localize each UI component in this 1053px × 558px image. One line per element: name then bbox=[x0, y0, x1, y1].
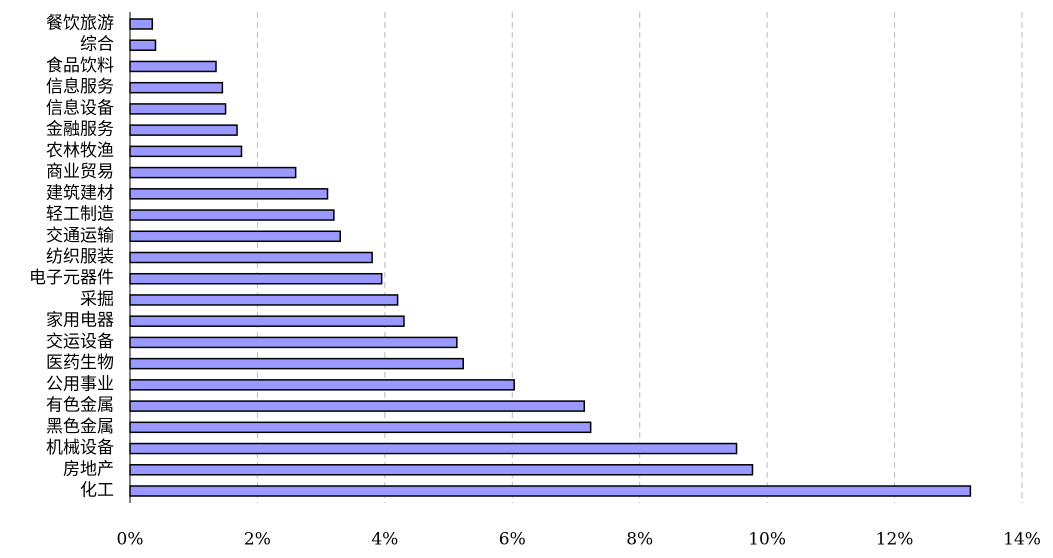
y-tick-label: 综合 bbox=[80, 35, 114, 55]
x-tick-label: 8% bbox=[626, 530, 653, 550]
x-tick-label: 10% bbox=[748, 530, 786, 550]
y-tick-label: 食品饮料 bbox=[46, 56, 114, 76]
bar bbox=[129, 39, 157, 51]
x-tick-label: 0% bbox=[117, 530, 144, 550]
y-tick-label: 轻工制造 bbox=[46, 205, 114, 225]
bar bbox=[129, 60, 217, 73]
bar bbox=[129, 379, 515, 391]
bar bbox=[129, 81, 224, 94]
bar bbox=[129, 166, 297, 179]
bar bbox=[129, 336, 458, 349]
bar bbox=[129, 357, 464, 370]
bar bbox=[129, 294, 399, 306]
bar bbox=[129, 464, 754, 476]
y-tick-label: 家用电器 bbox=[46, 311, 114, 331]
y-tick-label: 房地产 bbox=[63, 459, 114, 479]
y-tick-label: 电子元器件 bbox=[29, 268, 114, 288]
y-tick-label: 交通运输 bbox=[46, 226, 114, 246]
y-tick-label: 信息服务 bbox=[46, 77, 114, 97]
bar bbox=[129, 230, 342, 243]
x-tick-label: 14% bbox=[1003, 530, 1041, 550]
y-tick-label: 农林牧渔 bbox=[46, 141, 114, 161]
y-tick-label: 黑色金属 bbox=[46, 417, 114, 437]
bar bbox=[129, 145, 243, 158]
y-tick-label: 采掘 bbox=[80, 289, 114, 309]
bar bbox=[129, 421, 592, 434]
y-tick-label: 餐饮旅游 bbox=[46, 14, 114, 34]
y-tick-label: 商业贸易 bbox=[46, 162, 114, 182]
y-tick-label: 信息设备 bbox=[46, 98, 114, 118]
bar bbox=[129, 18, 154, 30]
bar bbox=[129, 315, 405, 327]
x-tick-label: 12% bbox=[876, 530, 914, 550]
y-tick-label: 化工 bbox=[80, 481, 114, 501]
y-tick-label: 建筑建材 bbox=[46, 183, 114, 203]
bar bbox=[129, 442, 738, 455]
bar bbox=[129, 209, 335, 221]
x-tick-label: 4% bbox=[371, 530, 398, 550]
y-tick-label: 交运设备 bbox=[46, 332, 114, 352]
bar bbox=[129, 251, 373, 264]
y-tick-label: 医药生物 bbox=[46, 353, 114, 373]
x-tick-label: 6% bbox=[499, 530, 526, 550]
bar bbox=[129, 188, 329, 200]
bar bbox=[129, 124, 238, 136]
bar bbox=[129, 272, 383, 285]
y-tick-label: 有色金属 bbox=[46, 396, 114, 416]
x-tick-label: 2% bbox=[244, 530, 271, 550]
y-tick-label: 机械设备 bbox=[46, 438, 114, 458]
y-tick-label: 纺织服装 bbox=[46, 247, 114, 267]
y-tick-label: 公用事业 bbox=[46, 374, 114, 394]
bar bbox=[129, 485, 972, 497]
bar bbox=[129, 103, 227, 115]
y-tick-label: 金融服务 bbox=[46, 120, 114, 140]
bar bbox=[129, 400, 586, 412]
